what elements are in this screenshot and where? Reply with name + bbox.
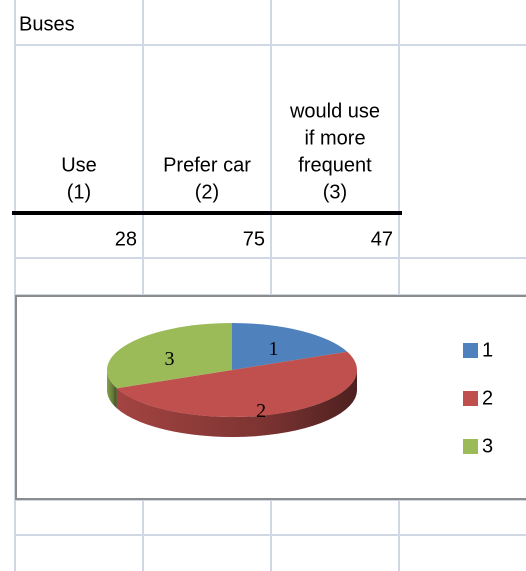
header-line: (1) [67, 181, 91, 203]
pie-slice [232, 323, 348, 370]
legend-label: 3 [482, 435, 493, 457]
header-line: (2) [195, 181, 219, 203]
headers: Use (1) Prefer car (2) would use if more frequ… [61, 100, 380, 203]
value-cell: 47 [371, 228, 393, 250]
data-label: 2 [256, 400, 266, 422]
header-line: (3) [323, 181, 347, 203]
header-line: Prefer car [163, 154, 251, 176]
legend-label: 1 [482, 339, 493, 361]
data-label: 3 [165, 348, 175, 370]
header-line: frequent [298, 154, 372, 176]
legend-swatch [463, 391, 478, 406]
pie-slice [107, 323, 232, 389]
value-cell: 28 [115, 228, 137, 250]
legend-swatch [463, 343, 478, 358]
header-line: if more [304, 127, 365, 149]
value-cell: 75 [243, 228, 265, 250]
pie-side-shade [107, 370, 117, 409]
data-label: 1 [269, 338, 279, 360]
legend-label: 2 [482, 387, 493, 409]
sheet-title: Buses [19, 13, 75, 35]
header-line: Use [61, 154, 97, 176]
legend-swatch [463, 439, 478, 454]
header-line: would use [289, 100, 380, 122]
pie-side-shade [116, 370, 357, 438]
pie-chart: 1 2 3 1 2 3 [107, 323, 493, 457]
pie-slice [116, 351, 357, 417]
value-cells: 28 75 47 [115, 228, 393, 250]
